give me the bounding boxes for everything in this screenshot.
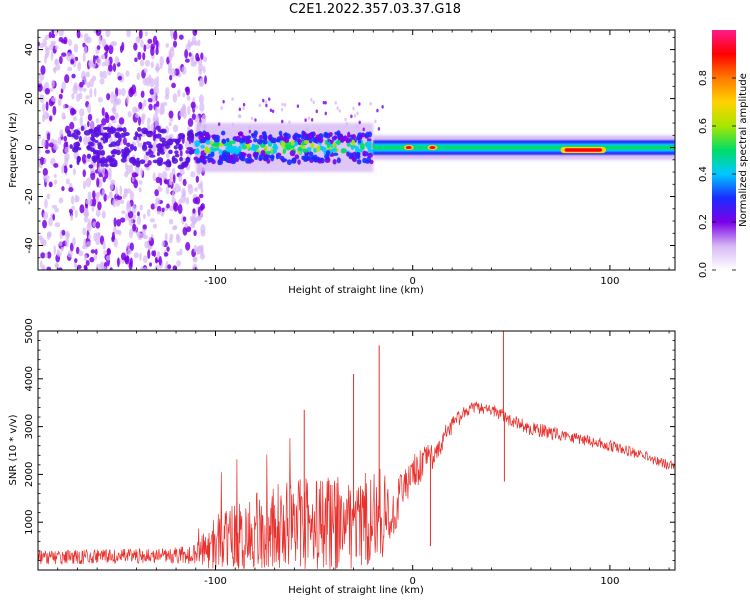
y-tick-label: -20: [24, 188, 35, 204]
colorbar-tick-label: 0.6: [698, 118, 709, 134]
y-tick-label: 1000: [24, 509, 35, 534]
colorbar-tick-label: 0.0: [698, 262, 709, 278]
snr-panel: -100 0 100 1000 2000 3000 4000 5000 Height of s…: [8, 318, 676, 596]
snr-y-axis-label: SNR (10 * v/v): [8, 414, 19, 485]
snr-spikes: [303, 331, 505, 547]
spectrogram-hotspot-core: [429, 146, 436, 150]
colorbar-tick-label: 0.8: [698, 70, 709, 86]
y-tick-label: 2000: [24, 462, 35, 487]
colorbar-tick-label: 0.4: [698, 166, 709, 182]
y-tick-label: -40: [24, 237, 35, 253]
colorbar-gradient: [712, 30, 736, 270]
y-tick-label: 40: [24, 43, 35, 56]
figure-title: C2E1.2022.357.03.37.G18: [288, 2, 462, 17]
x-tick-label: 100: [600, 276, 619, 287]
spectrogram-frame: [37, 29, 676, 271]
spectrogram-x-axis-label: Height of straight line (km): [288, 285, 424, 296]
snr-frame: [37, 330, 676, 571]
spectrogram-panel: -100 0 100 -40 -20 0 20 40 Height of straight l…: [8, 29, 676, 296]
spectrogram-hotspot-core: [564, 148, 602, 152]
spectrogram-hotspot-core: [405, 146, 412, 150]
snr-x-axis-label: Height of straight line (km): [288, 585, 424, 596]
y-tick-label: 0: [24, 144, 35, 150]
y-tick-label: 4000: [24, 366, 35, 391]
x-tick-label: -100: [204, 276, 227, 287]
colorbar-tick-label: 0.2: [698, 214, 709, 230]
x-tick-label: 0: [410, 276, 416, 287]
y-tick-label: 5000: [24, 318, 35, 343]
x-tick-label: 0: [410, 576, 416, 587]
x-tick-label: -100: [204, 576, 227, 587]
spectrogram-image: [38, 30, 675, 270]
colorbar-label: Normalized spectral amplitude: [738, 73, 749, 227]
spectrogram-y-axis-label: Frequency (Hz): [8, 112, 19, 188]
snr-ticks: -100 0 100 1000 2000 3000 4000 5000: [24, 318, 675, 587]
x-tick-label: 100: [600, 576, 619, 587]
snr-series-line: [38, 401, 675, 570]
y-tick-label: 3000: [24, 414, 35, 439]
colorbar-ticks: 0.0 0.2 0.4 0.6 0.8: [698, 70, 736, 278]
colorbar: 0.0 0.2 0.4 0.6 0.8 Normalized spectral ampl…: [698, 30, 749, 278]
spectrogram-ticks: -100 0 100 -40 -20 0 20 40: [24, 30, 675, 287]
y-tick-label: 20: [24, 92, 35, 105]
spectrogram-band-core: [373, 145, 675, 150]
